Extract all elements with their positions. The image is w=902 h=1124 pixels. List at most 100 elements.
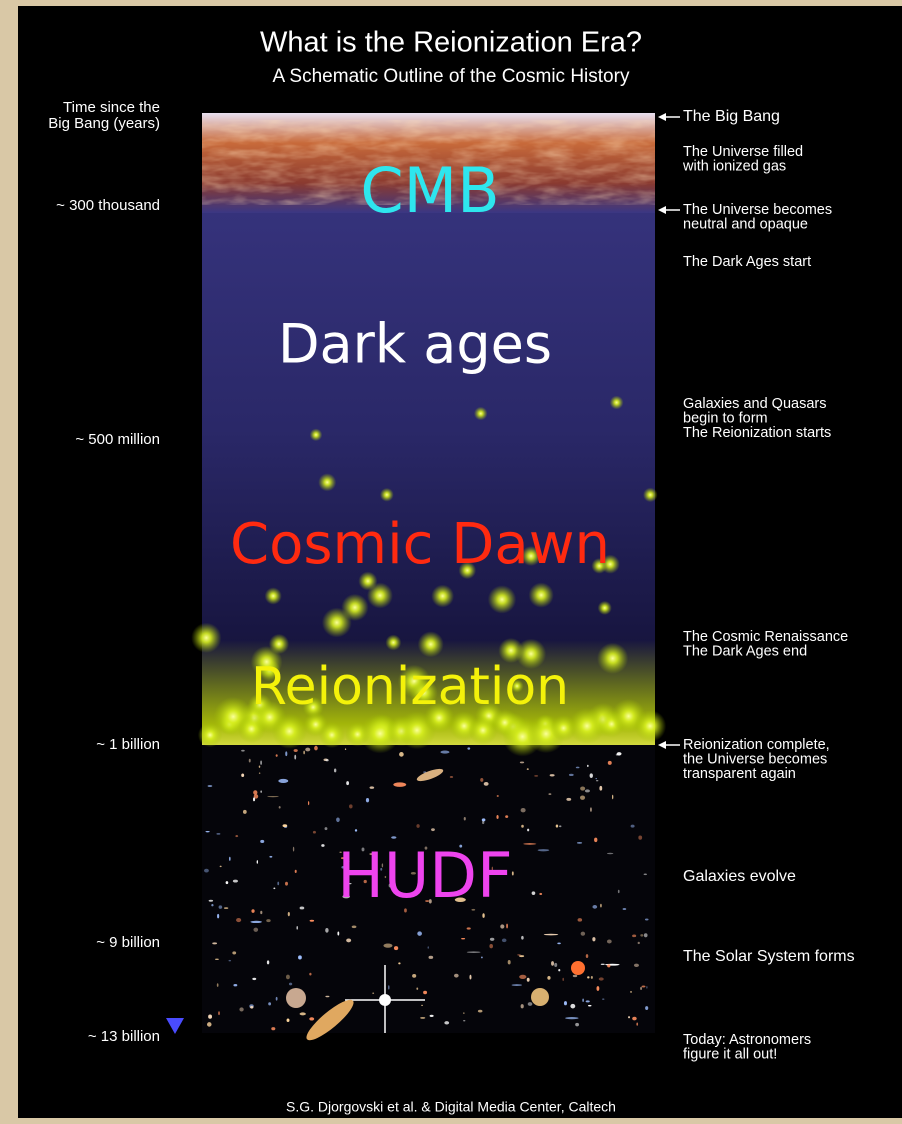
galaxy [528, 1002, 533, 1006]
galaxy [278, 779, 288, 783]
annotation: The Dark Ages end [683, 643, 807, 659]
galaxy [521, 936, 524, 940]
era-label: Reionization [251, 657, 569, 717]
galaxy [582, 998, 584, 1002]
galaxy [581, 932, 585, 936]
galaxy [417, 931, 422, 935]
galaxy [346, 938, 351, 942]
galaxy [224, 907, 228, 909]
galaxy [616, 754, 621, 755]
galaxy [216, 833, 220, 834]
glow-dot [529, 583, 554, 608]
galaxy [218, 1011, 220, 1015]
galaxy [467, 927, 471, 929]
galaxy [596, 778, 597, 779]
galaxy [645, 1006, 648, 1010]
galaxy [554, 963, 557, 967]
galaxy [211, 904, 213, 907]
galaxy [564, 1001, 567, 1005]
galaxy [217, 914, 219, 919]
galaxy [276, 754, 278, 757]
annotation: Galaxies evolve [683, 868, 796, 885]
galaxy [253, 928, 258, 932]
galaxy [215, 959, 219, 960]
glow-dot [643, 488, 658, 503]
galaxy [336, 818, 340, 823]
time-label: ~ 500 million [75, 431, 160, 448]
galaxy [294, 755, 296, 760]
galaxy [352, 925, 357, 928]
galaxy [399, 752, 404, 757]
galaxy [550, 774, 555, 776]
galaxy [480, 778, 483, 782]
galaxy [489, 944, 493, 948]
galaxy [420, 1017, 425, 1018]
galaxy [544, 934, 559, 936]
galaxy [566, 798, 571, 801]
galaxy [207, 1022, 212, 1027]
glow-dot [634, 710, 666, 742]
glow-dot [431, 585, 454, 608]
galaxy [588, 1005, 592, 1007]
galaxy [642, 985, 646, 987]
galaxy [300, 907, 305, 910]
galaxy [250, 1006, 253, 1009]
galaxy [249, 759, 251, 763]
galaxy [321, 844, 324, 847]
galaxy [508, 960, 511, 964]
galaxy [596, 986, 599, 991]
galaxy [570, 1004, 575, 1009]
galaxy [644, 874, 647, 876]
galaxy [638, 942, 640, 944]
galaxy [607, 853, 613, 854]
galaxy [355, 829, 357, 832]
galaxy [481, 956, 483, 958]
galaxy [569, 774, 574, 776]
galaxy [313, 831, 316, 834]
galaxy [289, 983, 292, 986]
galaxy [450, 776, 453, 778]
glow-dot [474, 407, 488, 421]
galaxy [370, 786, 375, 789]
glow-dot [318, 473, 336, 491]
galaxy [325, 759, 328, 761]
glow-dot [385, 635, 401, 651]
galaxy [599, 977, 604, 980]
galaxy [260, 761, 261, 765]
galaxy [253, 790, 257, 795]
galaxy [527, 978, 530, 982]
galaxy [372, 993, 374, 994]
galaxy [259, 772, 260, 774]
galaxy [253, 797, 255, 801]
galaxy [490, 938, 494, 941]
galaxy [325, 928, 328, 933]
galaxy [527, 829, 529, 832]
galaxy [594, 838, 597, 842]
galaxy [243, 810, 247, 814]
axis-label: Big Bang (years) [48, 115, 160, 132]
galaxy [587, 976, 589, 978]
galaxy [531, 988, 549, 1006]
galaxy [288, 912, 290, 916]
era-label: CMB [360, 154, 499, 227]
galaxy [580, 795, 585, 799]
galaxy [250, 921, 262, 923]
galaxy [314, 746, 318, 751]
galaxy [496, 815, 498, 819]
galaxy [607, 964, 610, 967]
galaxy [573, 975, 577, 977]
galaxy [612, 795, 613, 799]
galaxy [608, 761, 612, 765]
galaxy [257, 860, 258, 864]
galaxy [296, 926, 298, 930]
galaxy [601, 964, 605, 965]
time-label: ~ 13 billion [88, 1028, 160, 1045]
galaxy [383, 944, 392, 948]
page: What is the Reionization Era? A Schemati… [0, 0, 902, 1124]
galaxy [300, 1012, 306, 1015]
galaxy [416, 824, 419, 828]
glow-dot [418, 631, 444, 657]
galaxy [346, 781, 349, 785]
galaxy [644, 933, 648, 937]
glow-dot [319, 722, 345, 748]
